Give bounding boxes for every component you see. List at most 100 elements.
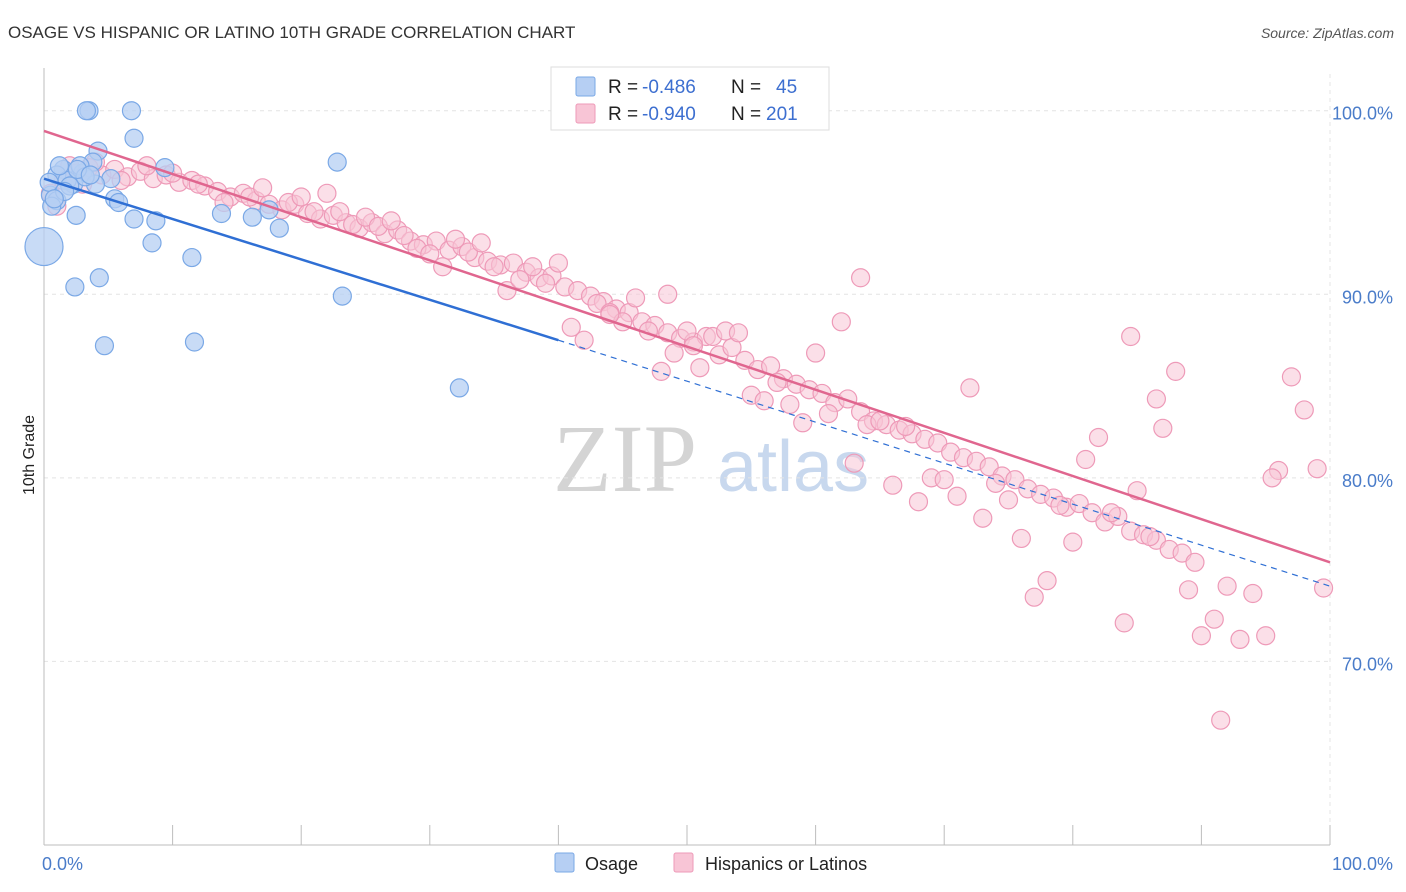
legend-swatch-osage bbox=[575, 76, 596, 97]
y-tick-label-1: 90.0% bbox=[1342, 287, 1393, 307]
bottom-legend-label-osage: Osage bbox=[585, 854, 638, 874]
chart-title: OSAGE VS HISPANIC OR LATINO 10TH GRADE C… bbox=[8, 23, 575, 42]
osage-point-3 bbox=[124, 128, 144, 148]
osage-point-28 bbox=[89, 268, 109, 288]
osage-point-32 bbox=[94, 336, 115, 356]
hispanic-point-171 bbox=[1191, 626, 1212, 646]
hispanic-point-113 bbox=[445, 229, 466, 249]
watermark-zip: ZIP bbox=[553, 405, 697, 512]
legend-r-value-hispanic: -0.940 bbox=[642, 104, 696, 125]
hispanic-point-102 bbox=[291, 187, 311, 207]
hispanic-point-155 bbox=[986, 473, 1006, 493]
hispanic-point-100 bbox=[253, 178, 273, 198]
hispanic-point-179 bbox=[1294, 400, 1314, 420]
hispanic-point-118 bbox=[510, 270, 530, 290]
osage-point-20 bbox=[66, 205, 86, 225]
hispanic-point-174 bbox=[1230, 629, 1250, 650]
x-tick-label-0: 0.0% bbox=[42, 854, 83, 874]
hispanic-point-97 bbox=[188, 174, 208, 194]
hispanic-point-169 bbox=[1166, 361, 1186, 381]
hispanic-point-104 bbox=[330, 202, 350, 222]
hispanic-point-185 bbox=[1121, 326, 1141, 347]
hispanic-point-117 bbox=[497, 281, 517, 301]
osage-point-25 bbox=[142, 233, 162, 253]
hispanic-point-181 bbox=[1313, 578, 1334, 598]
hispanic-point-108 bbox=[381, 211, 401, 231]
hispanic-point-163 bbox=[1088, 427, 1109, 448]
hispanic-point-135 bbox=[728, 323, 749, 343]
hispanic-point-142 bbox=[818, 404, 839, 424]
hispanic-point-141 bbox=[805, 343, 826, 363]
osage-points-front bbox=[24, 101, 469, 398]
osage-trend-line bbox=[43, 177, 559, 342]
osage-point-31 bbox=[184, 332, 205, 352]
legend-swatch-hispanic bbox=[575, 103, 596, 124]
hispanic-point-158 bbox=[1024, 587, 1044, 607]
legend-r-label-hispanic: R = bbox=[608, 104, 638, 125]
legend-r-value-osage: -0.486 bbox=[642, 77, 696, 98]
hispanic-point-120 bbox=[535, 273, 556, 293]
hispanic-point-144 bbox=[844, 453, 864, 473]
x-tick-labels: 0.0% 100.0% bbox=[42, 854, 1393, 874]
legend-r-label-osage: R = bbox=[608, 77, 638, 98]
y-tick-label-3: 70.0% bbox=[1342, 654, 1393, 674]
hispanic-point-62 bbox=[838, 389, 858, 409]
legend-n-value-hispanic: 201 bbox=[766, 104, 798, 125]
hispanic-point-183 bbox=[1262, 468, 1282, 488]
hispanic-point-184 bbox=[1146, 389, 1166, 409]
bottom-legend-swatch-osage bbox=[554, 852, 575, 873]
osage-point-30 bbox=[332, 286, 352, 306]
hispanic-point-130 bbox=[664, 343, 684, 363]
hispanic-point-152 bbox=[947, 486, 967, 506]
hispanic-point-132 bbox=[690, 358, 710, 378]
hispanic-point-115 bbox=[471, 233, 491, 253]
hispanic-point-176 bbox=[1256, 626, 1276, 646]
trend-lines bbox=[43, 129, 1331, 587]
hispanic-point-103 bbox=[304, 202, 324, 222]
legend-n-value-osage: 45 bbox=[776, 77, 797, 98]
hispanic-point-175 bbox=[1243, 583, 1263, 604]
hispanic-point-160 bbox=[1050, 495, 1070, 515]
hispanic-point-143 bbox=[831, 312, 851, 332]
osage-trend-line-dashed bbox=[558, 339, 1331, 587]
hispanic-point-119 bbox=[523, 257, 543, 277]
hispanic-point-153 bbox=[960, 378, 980, 398]
osage-point-5 bbox=[327, 152, 347, 172]
legend-n-label-hispanic: N = bbox=[731, 104, 761, 125]
legend-n-label-osage: N = bbox=[731, 77, 761, 98]
osage-point-21 bbox=[124, 209, 144, 229]
hispanic-point-140 bbox=[793, 413, 813, 433]
osage-point-44 bbox=[44, 189, 64, 209]
hispanic-point-129 bbox=[651, 361, 671, 381]
hispanic-point-147 bbox=[883, 475, 903, 495]
osage-point-19 bbox=[211, 203, 232, 224]
hispanic-point-159 bbox=[1037, 571, 1057, 591]
hispanic-point-156 bbox=[998, 490, 1019, 510]
osage-point-23 bbox=[242, 207, 262, 227]
hispanic-point-167 bbox=[1140, 526, 1160, 547]
hispanic-point-173 bbox=[1217, 576, 1237, 596]
osage-point-26 bbox=[24, 226, 64, 267]
hispanic-point-178 bbox=[1281, 367, 1302, 387]
hispanic-point-172 bbox=[1204, 609, 1224, 629]
chart-source: Source: ZipAtlas.com bbox=[1261, 25, 1394, 41]
hispanic-point-186 bbox=[851, 268, 871, 288]
hispanic-trend-line bbox=[43, 129, 1331, 564]
hispanic-point-149 bbox=[908, 492, 929, 512]
hispanic-point-123 bbox=[574, 330, 594, 350]
osage-point-27 bbox=[182, 247, 202, 268]
hispanic-point-139 bbox=[780, 394, 800, 415]
bottom-legend-label-hispanic: Hispanics or Latinos bbox=[705, 854, 867, 874]
x-tick-label-1: 100.0% bbox=[1332, 854, 1393, 874]
hispanic-point-121 bbox=[548, 253, 569, 273]
zipatlas-watermark: ZIP atlas bbox=[553, 405, 869, 512]
y-tick-labels: 100.0% 90.0% 80.0% 70.0% bbox=[1332, 104, 1393, 675]
hispanic-point-127 bbox=[625, 288, 646, 308]
legend-box bbox=[550, 66, 830, 131]
hispanic-point-189 bbox=[317, 183, 337, 203]
hispanic-point-109 bbox=[394, 225, 414, 246]
osage-point-43 bbox=[80, 165, 100, 185]
hispanic-point-122 bbox=[561, 317, 581, 337]
hispanic-point-162 bbox=[1076, 449, 1096, 470]
